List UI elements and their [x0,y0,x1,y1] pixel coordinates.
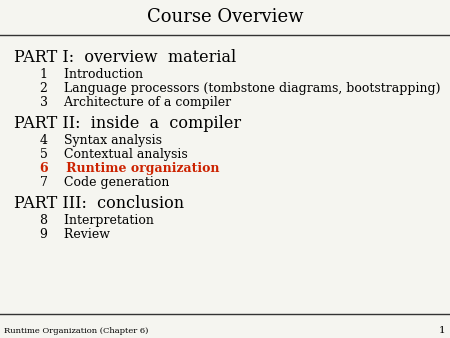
Text: 8    Interpretation: 8 Interpretation [40,214,154,226]
Text: PART II:  inside  a  compiler: PART II: inside a compiler [14,115,241,132]
Text: Course Overview: Course Overview [147,8,303,26]
Text: 2    Language processors (tombstone diagrams, bootstrapping): 2 Language processors (tombstone diagram… [40,82,441,95]
Text: Runtime Organization (Chapter 6): Runtime Organization (Chapter 6) [4,327,149,335]
Text: 7    Code generation: 7 Code generation [40,176,170,189]
Text: 1    Introduction: 1 Introduction [40,68,144,80]
Text: PART III:  conclusion: PART III: conclusion [14,195,184,212]
Text: 6    Runtime organization: 6 Runtime organization [40,162,220,175]
Text: 1: 1 [439,325,446,335]
Text: 3    Architecture of a compiler: 3 Architecture of a compiler [40,96,232,109]
Text: 5    Contextual analysis: 5 Contextual analysis [40,148,188,161]
Text: 9    Review: 9 Review [40,228,111,241]
Text: 4    Syntax analysis: 4 Syntax analysis [40,134,162,146]
Text: PART I:  overview  material: PART I: overview material [14,49,236,66]
